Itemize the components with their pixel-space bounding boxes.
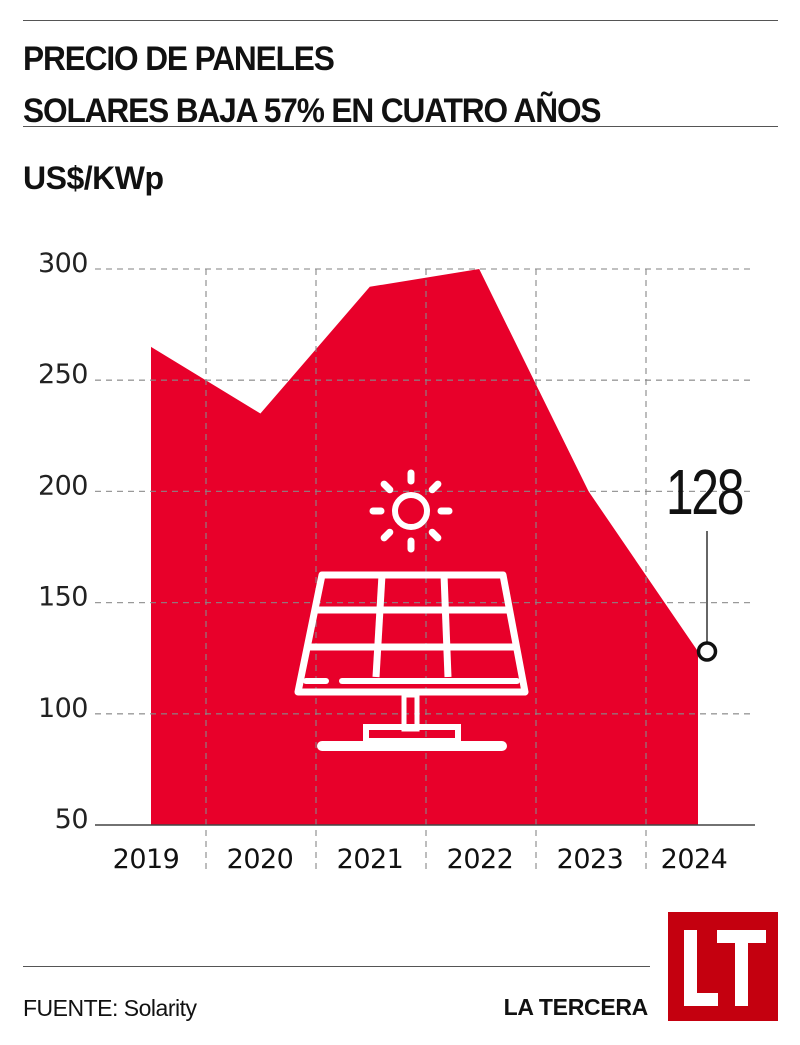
y-tick-label-250: 250 bbox=[38, 359, 88, 390]
source-note: FUENTE: Solarity bbox=[23, 995, 197, 1021]
title-line-2: SOLARES BAJA 57% EN CUATRO AÑOS bbox=[23, 92, 602, 130]
y-tick-label-50: 50 bbox=[55, 804, 88, 835]
y-tick-label-100: 100 bbox=[38, 693, 88, 724]
logo-letter-l-stem bbox=[684, 930, 697, 1006]
y-tick-label-150: 150 bbox=[38, 582, 88, 613]
solar-panel-sun-icon bbox=[294, 469, 529, 751]
logo-letter-l-foot bbox=[684, 993, 718, 1006]
price-area-chart: 300 250 200 150 100 50 2019 2020 2021 2022 2023 202… bbox=[38, 248, 755, 875]
y-tick-label-300: 300 bbox=[38, 248, 88, 279]
x-tick-label-2021: 2021 bbox=[337, 844, 404, 875]
price-area bbox=[151, 269, 698, 825]
sun-icon bbox=[392, 492, 430, 530]
title-line-1: PRECIO DE PANELES bbox=[23, 40, 335, 78]
footer-rule bbox=[23, 966, 650, 967]
unit-label: US$/KWp bbox=[23, 160, 164, 196]
x-tick-label-2024: 2024 bbox=[661, 844, 728, 875]
x-tick-label-2022: 2022 bbox=[447, 844, 514, 875]
title-rule bbox=[23, 126, 778, 127]
sun-ray bbox=[380, 528, 394, 542]
panel-column-divider bbox=[372, 574, 386, 678]
x-tick-label-2023: 2023 bbox=[557, 844, 624, 875]
solar-panel-frame bbox=[294, 571, 529, 696]
logo-letter-t-stem bbox=[735, 930, 748, 1006]
brand-name: LA TERCERA bbox=[503, 994, 649, 1020]
chart-title: PRECIO DE PANELES SOLARES BAJA 57% EN CU… bbox=[23, 33, 602, 137]
sun-ray bbox=[428, 528, 442, 542]
sun-ray bbox=[380, 480, 394, 494]
la-tercera-logo bbox=[668, 912, 778, 1021]
callout-marker bbox=[696, 641, 718, 662]
sun-ray bbox=[428, 480, 442, 494]
x-tick-label-2020: 2020 bbox=[227, 844, 294, 875]
top-rule bbox=[23, 20, 778, 21]
x-tick-label-2019: 2019 bbox=[113, 844, 180, 875]
panel-column-divider bbox=[440, 574, 452, 678]
y-tick-label-200: 200 bbox=[38, 470, 88, 501]
callout-value-label: 128 bbox=[666, 457, 743, 528]
